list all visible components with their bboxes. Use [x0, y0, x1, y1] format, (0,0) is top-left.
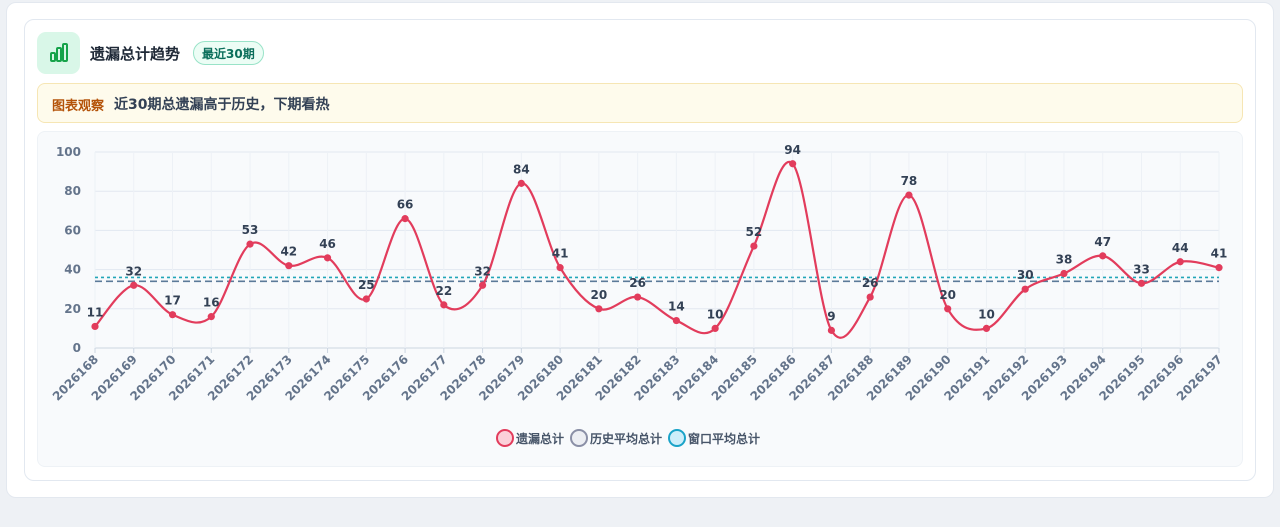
legend-label: 窗口平均总计 [688, 431, 761, 446]
legend-label: 历史平均总计 [590, 431, 663, 446]
legend-swatch-omission-total [496, 429, 514, 447]
data-point [1060, 269, 1068, 278]
observation-text: 近30期总遗漏高于历史，下期看热 [114, 97, 330, 113]
data-label: 52 [746, 225, 763, 239]
chart-legend: 遗漏总计 历史平均总计 窗口平均总计 [496, 428, 766, 448]
data-label: 26 [862, 276, 879, 290]
observation-label: 图表观察 [52, 99, 105, 114]
data-point [285, 262, 293, 270]
data-point [711, 324, 719, 332]
y-tick-label: 40 [64, 263, 81, 277]
data-point [1176, 258, 1184, 266]
y-tick-label: 80 [64, 184, 81, 198]
bar-chart-icon [37, 32, 80, 74]
data-label: 20 [939, 288, 956, 302]
legend-item-window-average[interactable]: 窗口平均总计 [668, 429, 760, 447]
data-label: 53 [242, 223, 259, 237]
data-label: 17 [164, 294, 181, 308]
data-point [440, 301, 448, 309]
data-point [595, 305, 603, 313]
legend-swatch-window-average [668, 429, 687, 447]
data-label: 26 [629, 276, 646, 290]
legend-label: 遗漏总计 [516, 431, 565, 446]
y-tick-label: 0 [73, 341, 81, 355]
data-point [168, 311, 177, 319]
y-tick-label: 60 [64, 223, 81, 237]
data-point [207, 313, 215, 321]
data-label: 16 [203, 296, 220, 310]
data-point [866, 293, 874, 301]
data-point [478, 281, 487, 289]
data-label: 78 [901, 174, 918, 188]
data-label: 42 [280, 245, 297, 259]
data-label: 46 [319, 237, 336, 251]
data-point [130, 281, 138, 289]
data-label: 38 [1056, 253, 1073, 267]
data-label: 32 [474, 264, 491, 278]
data-label: 9 [827, 309, 835, 323]
data-point [1099, 252, 1107, 260]
observation-banner: 图表观察 近30期总遗漏高于历史，下期看热 [37, 83, 1243, 123]
data-label: 66 [397, 198, 414, 212]
data-label: 84 [513, 162, 530, 176]
data-point [323, 254, 332, 262]
data-label: 11 [87, 305, 104, 319]
data-label: 25 [358, 278, 375, 292]
data-point [362, 295, 370, 303]
data-label: 41 [552, 247, 569, 261]
data-point [91, 322, 99, 331]
data-point [246, 240, 254, 248]
data-label: 47 [1094, 235, 1111, 249]
data-point [944, 305, 952, 313]
data-point [1021, 285, 1029, 293]
data-label: 10 [978, 307, 995, 321]
data-label: 14 [668, 300, 685, 314]
period-badge: 最近30期 [193, 41, 264, 65]
data-point [750, 242, 758, 250]
data-point [982, 324, 991, 332]
data-point [789, 160, 797, 168]
data-point [905, 191, 913, 199]
card-title: 遗漏总计趋势 [90, 45, 181, 63]
data-point [1137, 279, 1146, 287]
data-label: 30 [1017, 268, 1034, 282]
data-label: 20 [591, 288, 608, 302]
data-point [1215, 264, 1223, 272]
data-label: 44 [1172, 241, 1189, 255]
data-label: 94 [784, 143, 801, 157]
omission-total-series-line [94, 160, 1220, 339]
data-point [517, 179, 525, 187]
data-point [556, 264, 564, 272]
y-tick-label: 20 [64, 302, 81, 316]
data-point [634, 293, 642, 301]
data-label: 32 [125, 264, 142, 278]
data-label: 22 [435, 284, 452, 298]
data-point [401, 215, 409, 223]
legend-swatch-history-average [570, 429, 589, 447]
data-point [672, 316, 680, 325]
legend-item-history-average[interactable]: 历史平均总计 [570, 429, 662, 447]
legend-item-omission-total[interactable]: 遗漏总计 [496, 429, 564, 447]
data-label: 33 [1133, 262, 1150, 276]
data-label: 10 [707, 307, 724, 321]
data-label: 41 [1211, 247, 1228, 261]
data-point [827, 326, 836, 334]
y-tick-label: 100 [56, 145, 81, 159]
